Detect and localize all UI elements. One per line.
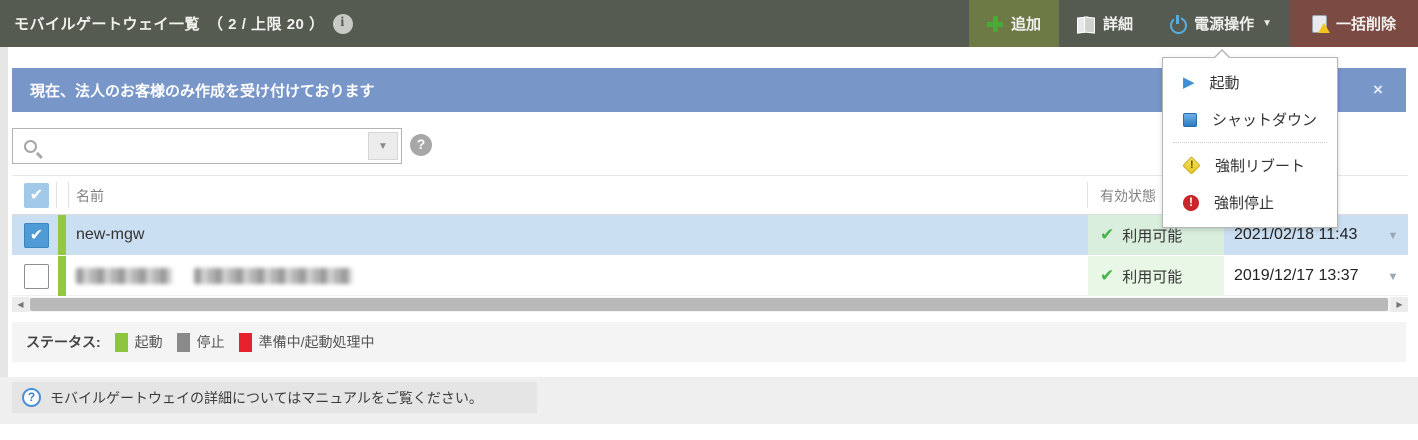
preparing-color-swatch [238,332,252,352]
power-icon [1169,15,1188,34]
menu-item-label: 強制リブート [1215,158,1306,175]
bulk-delete-button-label: 一括削除 [1335,16,1396,33]
play-icon [1183,75,1195,90]
stopped-color-swatch [176,332,190,352]
table-row[interactable]: 利用可能 2019/12/17 13:37 [12,256,1408,296]
page-title-text: モバイルゲートウェイ一覧 [14,16,201,33]
scrollbar-thumb[interactable] [30,298,1388,311]
add-button[interactable]: 追加 [969,0,1060,47]
legend-item-label: 起動 [134,334,163,350]
notice-banner-text: 現在、法人のお客様のみ作成を受け付けております [30,82,375,100]
plus-icon [987,15,1004,32]
book-icon [1077,17,1095,31]
check-icon [1100,266,1114,286]
search-box [12,128,402,164]
search-input[interactable] [37,129,368,163]
gateway-name-redacted [76,268,352,284]
legend-item-preparing: 準備中/起動処理中 [238,332,375,352]
scroll-left-button[interactable] [12,297,29,312]
status-running-bar [58,256,66,296]
footer-help-strip: モバイルゲートウェイの詳細についてはマニュアルをご覧ください。 [12,382,537,413]
search-icon [24,139,37,153]
chevron-down-icon: ▼ [1262,18,1272,29]
help-icon[interactable] [22,388,41,407]
delete-warning-icon [1311,15,1330,33]
page-left-margin [0,47,8,377]
column-divider [68,182,69,208]
menu-caret [1213,49,1231,59]
warning-diamond-icon [1182,156,1201,175]
menu-item-start[interactable]: 起動 [1163,64,1337,101]
power-button-label: 電源操作 [1194,16,1255,33]
footer-help-text: モバイルゲートウェイの詳細についてはマニュアルをご覧ください。 [50,389,483,406]
legend-item-running: 起動 [114,332,163,352]
availability-cell: 利用可能 [1088,256,1224,296]
detail-button[interactable]: 詳細 [1059,0,1151,47]
menu-separator [1173,142,1327,143]
check-icon [1100,225,1114,245]
legend-item-stopped: 停止 [176,332,225,352]
status-legend: ステータス: 起動 停止 準備中/起動処理中 [12,322,1406,362]
shutdown-square-icon [1183,112,1197,127]
column-header-status[interactable]: 有効状態 [1100,188,1156,204]
legend-item-label: 停止 [196,334,225,350]
menu-item-label: 強制停止 [1214,195,1275,212]
power-operations-menu: 起動 シャットダウン 強制リブート 強制停止 [1162,49,1338,228]
table-row[interactable]: new-mgw 利用可能 2021/02/18 11:43 [12,215,1408,255]
column-divider [1087,182,1088,208]
page-title: モバイルゲートウェイ一覧 （ 2 / 上限 20 ） [14,13,353,34]
column-divider [56,182,57,208]
legend-label: ステータス: [26,334,101,350]
gateway-name: new-mgw [76,226,145,243]
info-icon[interactable] [332,13,353,34]
page-toolbar: モバイルゲートウェイ一覧 （ 2 / 上限 20 ） 追加 詳細 電源操作 ▼ … [0,0,1418,47]
toolbar-actions: 追加 詳細 電源操作 ▼ 一括削除 [969,0,1418,47]
banner-close-button[interactable] [1364,68,1392,112]
redacted-name-block [194,268,352,284]
error-circle-icon [1183,194,1199,211]
search-help-icon[interactable] [410,134,432,156]
menu-item-label: シャットダウン [1212,112,1318,129]
search-dropdown-button[interactable] [368,132,398,160]
horizontal-scrollbar[interactable] [12,297,1408,312]
menu-item-label: 起動 [1209,75,1240,92]
row-date: 2021/02/18 11:43 [1234,226,1358,243]
availability-label: 利用可能 [1122,268,1183,286]
availability-label: 利用可能 [1122,227,1183,245]
add-button-label: 追加 [1011,16,1042,33]
power-operations-button[interactable]: 電源操作 ▼ [1151,0,1290,47]
row-checkbox[interactable] [24,264,49,289]
row-dropdown-button[interactable] [1380,215,1406,255]
running-color-swatch [114,332,128,352]
status-running-bar [58,215,66,255]
menu-item-force-reboot[interactable]: 強制リブート [1163,147,1337,184]
row-dropdown-button[interactable] [1380,256,1406,296]
bulk-delete-button[interactable]: 一括削除 [1289,0,1418,47]
scroll-right-button[interactable] [1391,297,1408,312]
redacted-name-block [76,268,172,284]
menu-item-force-stop[interactable]: 強制停止 [1163,184,1337,221]
menu-item-shutdown[interactable]: シャットダウン [1163,101,1337,138]
detail-button-label: 詳細 [1103,16,1134,33]
page-title-count: （ 2 / 上限 20 ） [208,16,325,33]
row-checkbox[interactable] [24,223,49,248]
row-date: 2019/12/17 13:37 [1234,267,1359,284]
legend-item-label: 準備中/起動処理中 [258,334,375,350]
select-all-checkbox[interactable] [24,183,49,208]
column-header-name[interactable]: 名前 [76,188,104,204]
